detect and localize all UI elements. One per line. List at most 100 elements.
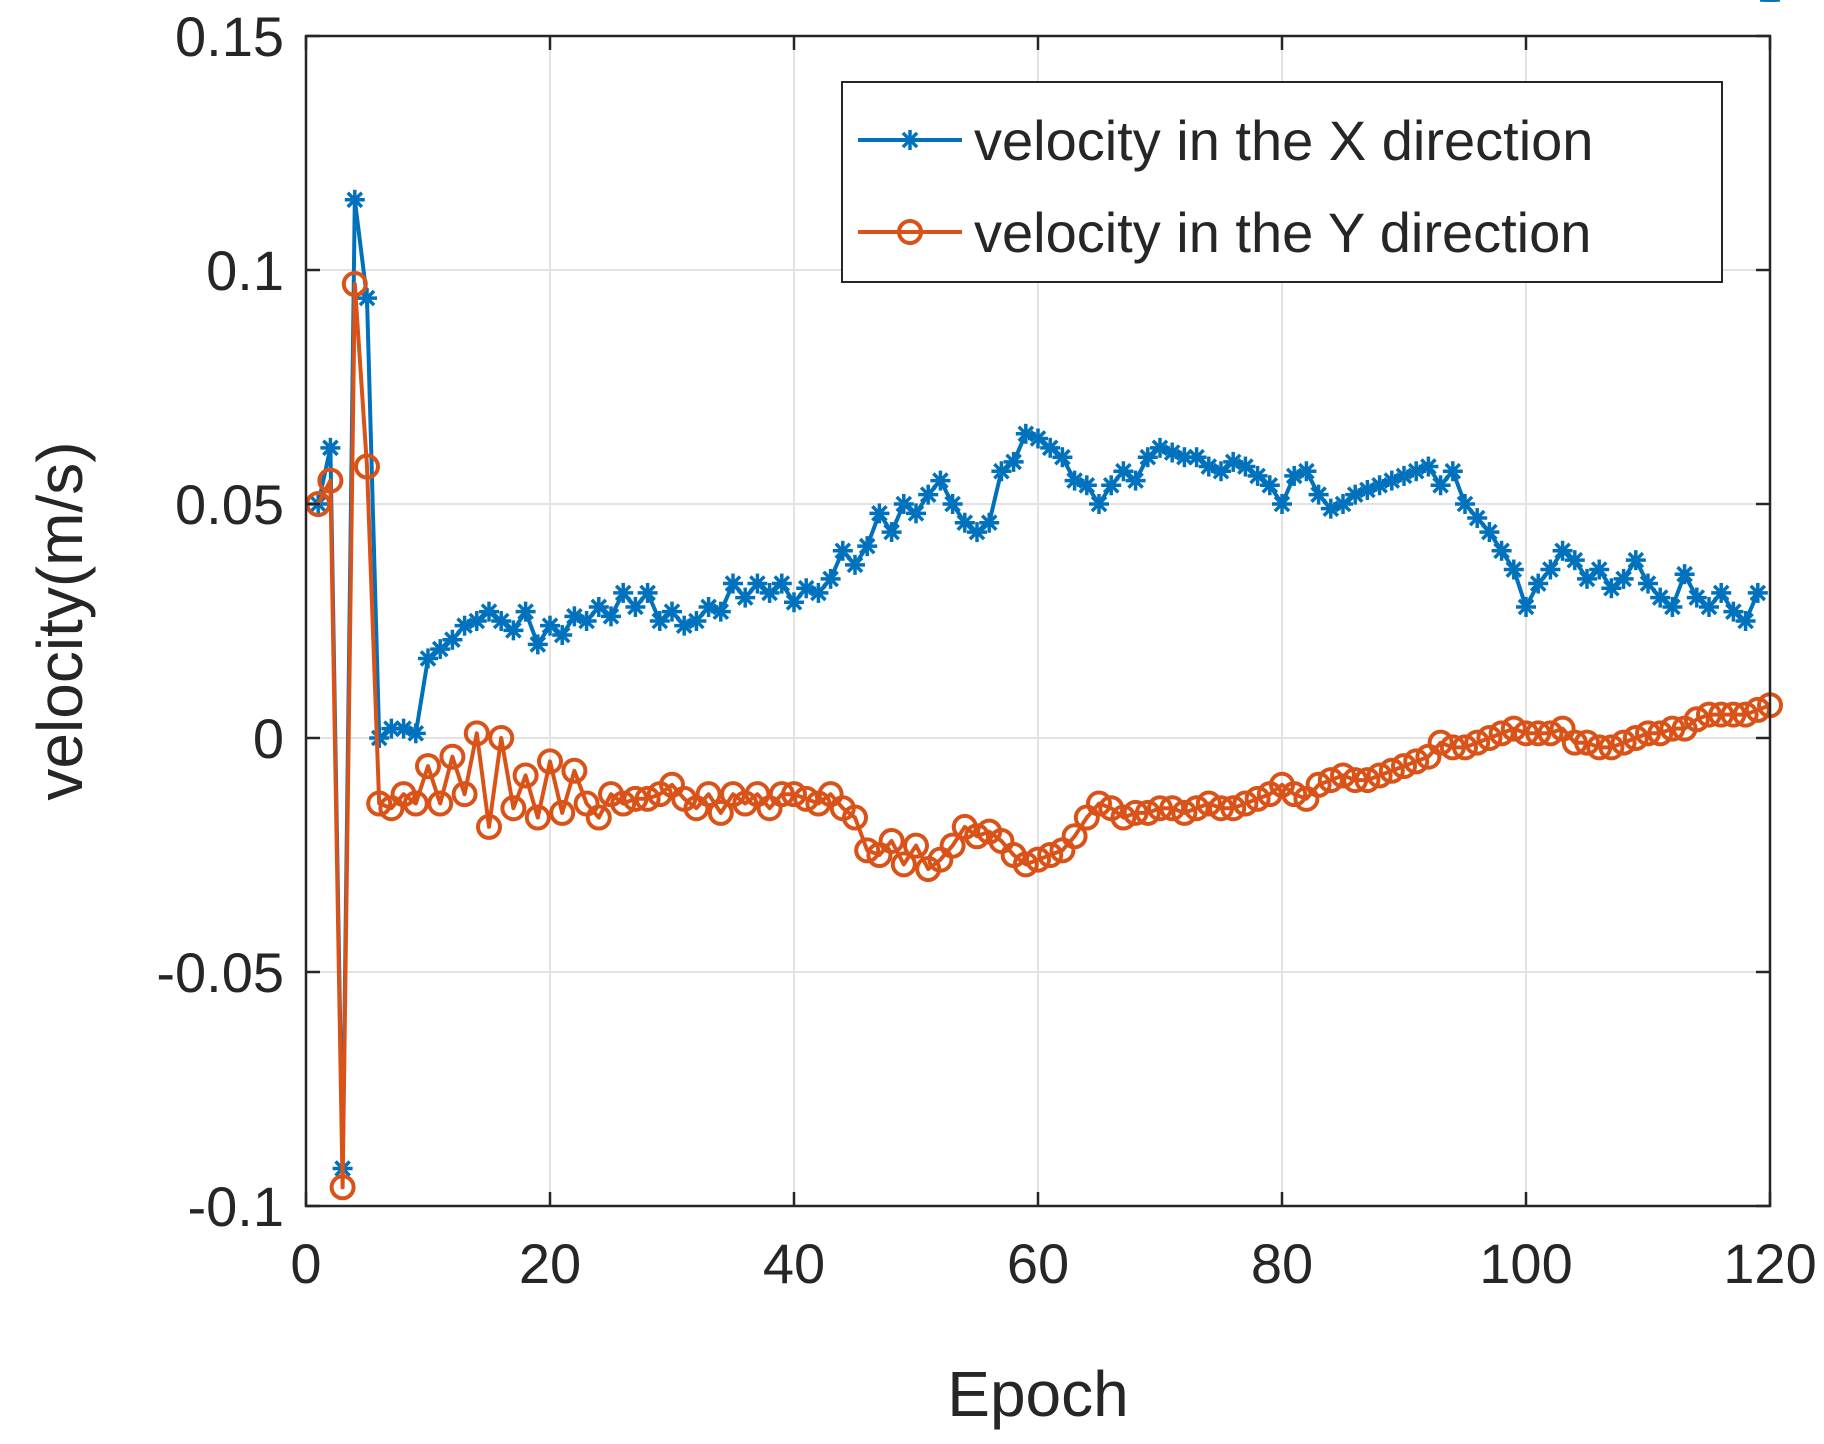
data-point [942,494,963,514]
data-point [832,540,853,561]
data-point [466,611,487,631]
data-point-stroke [1188,448,1205,466]
series-x-velocity [308,0,1780,1179]
data-point [1159,795,1186,822]
data-point [1317,767,1344,794]
data-point-stroke [651,612,669,630]
data-point [1040,437,1061,458]
data-point [662,601,682,622]
data-point [854,837,881,864]
data-point [1028,428,1048,449]
data-point [1208,795,1234,822]
data-point [1699,596,1719,617]
data-point [1561,729,1588,756]
data-point [1259,475,1280,496]
data-point [1598,734,1625,761]
data-point [1552,540,1573,561]
data-point [781,781,807,808]
data-point [341,271,368,298]
data-point [723,573,743,594]
data-point [1589,559,1610,580]
data-point-stroke [1176,448,1193,466]
data-point [1601,578,1622,599]
data-point-stroke [1029,430,1047,447]
data-point [1610,729,1637,756]
data-point [1235,456,1256,477]
data-point [402,790,429,817]
data-point-stroke [1493,542,1510,560]
data-point [1354,767,1381,794]
data-point [954,512,975,533]
data-point-stroke [944,495,961,513]
data-point-stroke [1224,453,1242,471]
data-point [1747,582,1768,603]
data-point [463,720,490,747]
data-point-stroke [1639,575,1657,592]
data-point [1686,587,1707,608]
data-point [430,639,451,660]
data-point-stroke [505,622,522,639]
data-point-stroke [1273,495,1291,513]
data-point-stroke [553,626,571,644]
x-tick-label: 0 [290,1232,321,1295]
data-point-stroke [1676,565,1693,583]
data-point [881,522,902,543]
axis-ticks [304,34,1772,1208]
data-point-stroke [1115,462,1132,480]
data-point [439,743,466,770]
data-point [1122,799,1149,826]
data-point-stroke [1725,603,1742,620]
data-point-stroke [822,570,839,588]
data-point [476,813,502,840]
data-point [1110,804,1137,831]
data-point [576,611,597,631]
x-tick-label: 120 [1723,1232,1816,1295]
data-point [686,611,707,631]
data-point [320,437,341,458]
data-point [540,615,560,636]
data-point [369,728,390,748]
data-point [820,568,841,589]
data-point [613,582,634,603]
data-point [1479,522,1500,543]
data-point [588,596,609,617]
data-point-stroke [1481,523,1498,541]
data-point-stroke [1651,589,1669,606]
data-point-stroke [724,575,742,592]
data-point-stroke [370,729,388,747]
data-point [415,753,441,780]
data-point [1696,701,1722,728]
data-point [601,606,621,627]
legend-entry: velocity in the X direction [858,109,1593,172]
data-point-stroke [517,603,534,620]
data-point [1586,734,1613,761]
data-point-stroke [383,720,400,737]
data-point [1662,596,1683,617]
data-point-stroke [1444,462,1462,480]
data-point-stroke [736,589,754,606]
data-point [1503,559,1524,580]
tick-labels: 0 20 40 60 80 100 120 -0.1 -0.05 0 0.05 0.1 0.15 [156,5,1816,1295]
data-point-stroke [1334,495,1352,513]
data-point [964,823,990,850]
data-point-stroke [358,289,376,307]
data-point-stroke [688,612,705,630]
data-point-stroke [627,598,644,616]
data-point-stroke [444,631,461,649]
data-point-stroke [541,617,559,634]
data-point [527,634,548,655]
data-point [500,795,527,822]
data-point-stroke [1041,439,1059,457]
data-point [1723,601,1744,622]
data-point-stroke [1090,495,1108,513]
legend-label: velocity in the Y direction [974,201,1591,264]
data-point [1308,484,1329,505]
data-point [1711,582,1732,603]
data-point [747,573,768,594]
data-point [1659,715,1686,742]
data-point [1708,701,1735,728]
data-point-stroke [749,575,766,592]
x-axis-label: Epoch [947,1358,1128,1430]
data-point [903,832,929,859]
data-point-stroke [1017,425,1035,443]
